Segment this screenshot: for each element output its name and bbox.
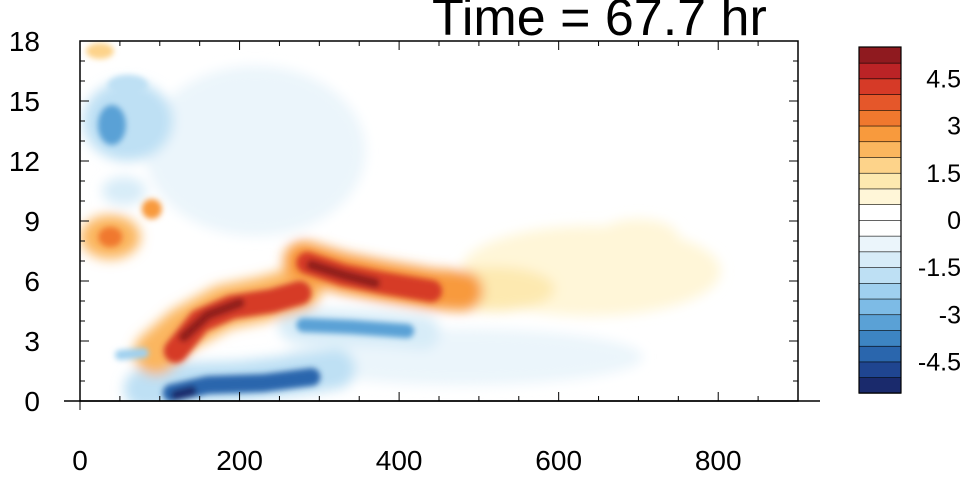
y-tick-label: 0 bbox=[24, 386, 40, 417]
colorbar-box bbox=[858, 266, 902, 284]
cold-patch bbox=[107, 75, 148, 95]
plot-axes: 0 200 400 600 800 0 3 6 9 12 15 18 bbox=[9, 26, 820, 476]
heatmap-field bbox=[80, 43, 721, 401]
colorbar-box bbox=[858, 251, 902, 268]
y-tick-label: 3 bbox=[24, 326, 40, 357]
warm-patch bbox=[141, 199, 162, 219]
x-tick-label: 200 bbox=[216, 445, 263, 473]
warm-patch-core bbox=[98, 227, 123, 247]
cold-patch bbox=[101, 177, 146, 205]
lower-warm-band-max bbox=[178, 298, 245, 342]
cold-patch-core bbox=[97, 105, 126, 145]
colorbar-label: -3 bbox=[939, 301, 961, 329]
colorbar-box bbox=[858, 314, 902, 331]
colorbar-label: 3 bbox=[947, 113, 961, 141]
colorbar-box bbox=[858, 156, 902, 174]
colorbar-box bbox=[858, 298, 902, 316]
colorbar-box bbox=[858, 78, 902, 95]
colorbar-label: -1.5 bbox=[918, 254, 961, 282]
upper-warm-band-max bbox=[306, 260, 381, 288]
colorbar-box bbox=[858, 46, 902, 64]
chart-title: Time = 67.7 hr bbox=[432, 0, 767, 47]
colorbar-label: -4.5 bbox=[918, 349, 961, 377]
x-tick-label: 800 bbox=[695, 445, 742, 473]
colorbar-box bbox=[858, 376, 902, 394]
colorbar-box bbox=[858, 345, 902, 363]
colorbar-box bbox=[858, 62, 902, 80]
colorbar-box bbox=[858, 109, 902, 127]
y-tick-label: 12 bbox=[9, 146, 40, 177]
colorbar-box bbox=[858, 329, 902, 347]
colorbar-label: 1.5 bbox=[926, 160, 961, 188]
weak-cold-region bbox=[145, 66, 366, 236]
weak-warm-region bbox=[598, 219, 679, 255]
colorbar-box bbox=[858, 361, 902, 378]
y-tick-label: 9 bbox=[24, 206, 40, 237]
colorbar: 4.5 3 1.5 0 -1.5 -3 -4.5 bbox=[858, 46, 961, 394]
colorbar-frame bbox=[858, 46, 902, 394]
x-tick-label: 600 bbox=[535, 445, 582, 473]
cold-patch bbox=[114, 348, 149, 360]
y-tick-label: 18 bbox=[9, 26, 40, 57]
colorbar-label: 4.5 bbox=[926, 65, 961, 93]
colorbar-box bbox=[858, 93, 902, 111]
y-tick-label: 15 bbox=[9, 86, 40, 117]
colorbar-box bbox=[858, 141, 902, 158]
field-sharp-layer bbox=[85, 43, 442, 401]
colorbar-box bbox=[858, 172, 902, 190]
x-tick-label: 400 bbox=[376, 445, 423, 473]
colorbar-box bbox=[858, 282, 902, 300]
x-tick-label: 0 bbox=[72, 445, 88, 473]
colorbar-box bbox=[858, 125, 902, 143]
colorbar-box bbox=[858, 188, 902, 205]
low-cold-strip-core bbox=[170, 386, 197, 400]
colorbar-box bbox=[858, 203, 902, 221]
colorbar-box bbox=[858, 219, 902, 237]
cold-layer-core bbox=[296, 318, 415, 338]
y-tick-label: 6 bbox=[24, 266, 40, 297]
colorbar-label: 0 bbox=[947, 207, 961, 235]
warm-patch bbox=[85, 43, 114, 59]
colorbar-box bbox=[858, 235, 902, 253]
